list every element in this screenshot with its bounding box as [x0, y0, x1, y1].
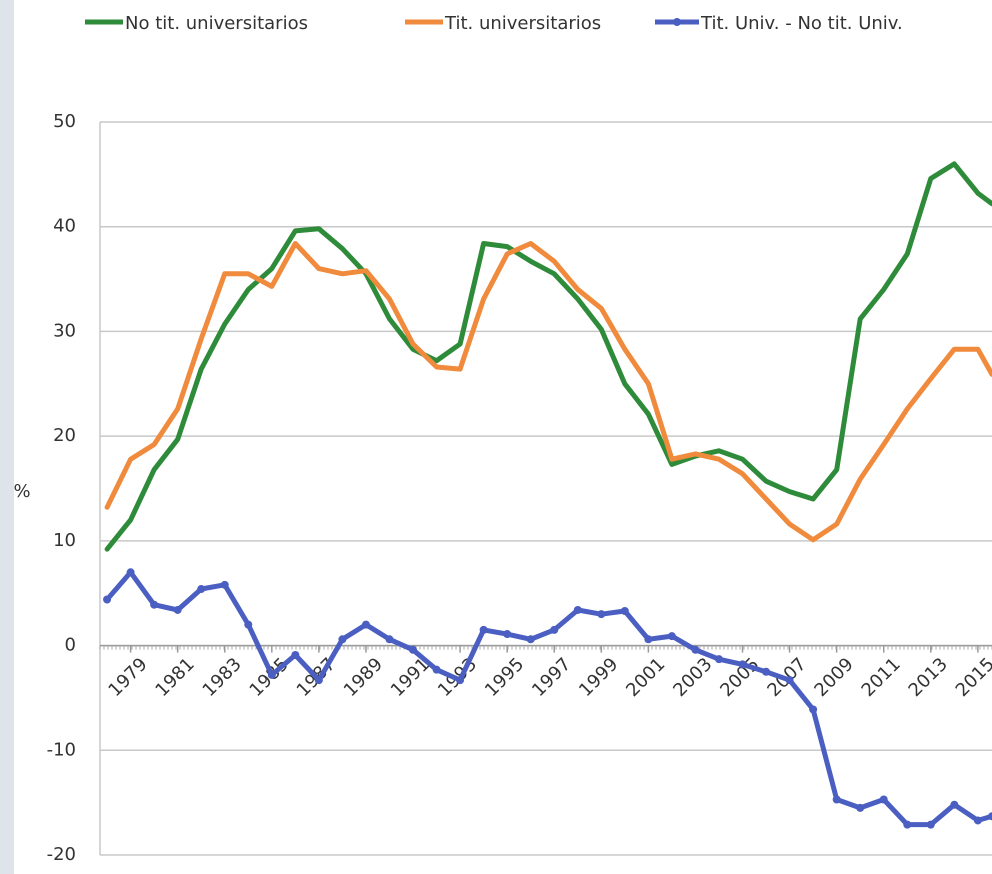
- series-marker: [385, 635, 394, 644]
- legend-label: No tit. universitarios: [125, 13, 308, 34]
- series-marker: [762, 667, 771, 676]
- y-tick-label: 10: [53, 530, 76, 551]
- series-marker: [126, 568, 135, 577]
- y-tick-label: 50: [53, 111, 76, 132]
- x-tick-label: 1989: [340, 654, 387, 701]
- x-tick-label: 1997: [528, 654, 575, 701]
- x-tick-label: 1999: [575, 654, 622, 701]
- x-tick-label: 1979: [104, 654, 151, 701]
- series-marker: [973, 816, 982, 825]
- x-tick-label: 2001: [622, 654, 669, 701]
- x-tick-label: 1981: [151, 654, 198, 701]
- series-marker: [573, 605, 582, 614]
- series-marker: [503, 630, 512, 639]
- series-line: [104, 161, 992, 552]
- x-tick-label: 2009: [810, 654, 857, 701]
- series-line: [104, 569, 992, 828]
- series-marker: [244, 620, 253, 629]
- y-tick-label: -20: [47, 844, 76, 865]
- series-marker: [220, 580, 229, 589]
- series-line: [104, 241, 992, 543]
- series-marker: [785, 676, 794, 685]
- series-marker: [691, 645, 700, 654]
- legend-label: Tit. Univ. - No tit. Univ.: [700, 13, 903, 34]
- series-marker: [550, 625, 559, 634]
- legend-label: Tit. universitarios: [444, 13, 601, 34]
- series-marker: [620, 607, 629, 616]
- series-marker: [526, 635, 535, 644]
- side-strip: [0, 0, 14, 874]
- series-marker: [361, 620, 370, 629]
- x-tick-label: 2003: [669, 654, 716, 701]
- series-marker: [291, 650, 300, 659]
- series-marker: [103, 595, 112, 604]
- x-tick-label: 2015: [952, 654, 992, 701]
- series-marker: [667, 632, 676, 641]
- series-marker: [903, 820, 912, 829]
- series-marker: [197, 585, 206, 594]
- series-marker: [479, 625, 488, 634]
- series-marker: [988, 812, 992, 821]
- x-tick-label: 2011: [858, 654, 905, 701]
- y-tick-label: 30: [53, 320, 76, 341]
- series-marker: [456, 676, 465, 685]
- y-axis-label: %: [13, 481, 30, 502]
- x-tick-label: 1995: [481, 654, 528, 701]
- legend-marker: [673, 18, 681, 26]
- y-tick-label: 0: [65, 635, 76, 656]
- series-marker: [714, 655, 723, 664]
- series-marker: [809, 705, 818, 714]
- x-tick-label: 1983: [199, 654, 246, 701]
- y-tick-label: -10: [47, 739, 76, 760]
- series-marker: [856, 803, 865, 812]
- series-marker: [738, 660, 747, 669]
- series-marker: [832, 795, 841, 804]
- series-marker: [644, 635, 653, 644]
- series-marker: [597, 610, 606, 619]
- y-tick-label: 40: [53, 216, 76, 237]
- series-marker: [432, 665, 441, 674]
- series-marker: [879, 795, 888, 804]
- y-tick-label: 20: [53, 425, 76, 446]
- series-marker: [338, 635, 347, 644]
- series-marker: [926, 820, 935, 829]
- series-marker: [409, 645, 418, 654]
- series-marker: [150, 600, 159, 609]
- x-tick-label: 2013: [905, 654, 952, 701]
- series-marker: [267, 670, 276, 679]
- series-marker: [950, 800, 959, 809]
- series-marker: [314, 676, 323, 685]
- series-marker: [173, 605, 182, 614]
